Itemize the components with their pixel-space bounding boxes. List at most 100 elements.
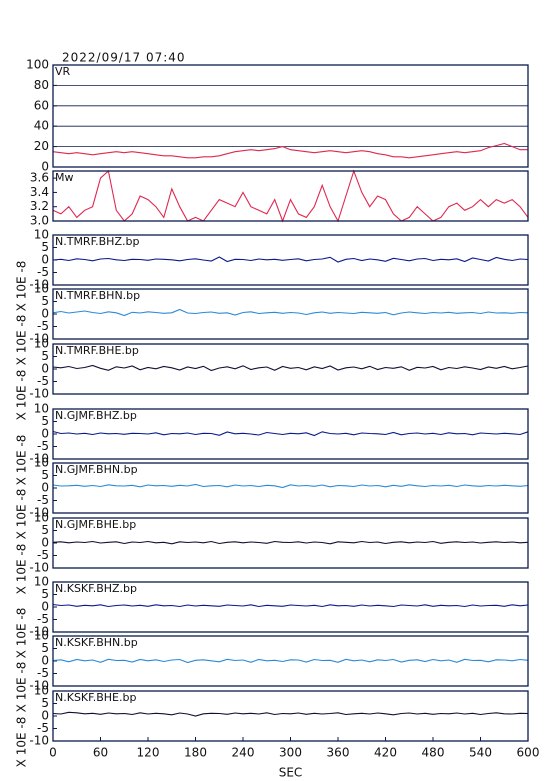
panel-label: N.KSKF.BHZ.bp [55,582,137,595]
x-axis-label: SEC [279,766,303,780]
y-tick-label: -5 [37,493,49,507]
y-tick-label: 5 [41,523,49,537]
y-tick-label: -5 [37,439,49,453]
y-tick-label: -10 [29,561,49,575]
y-axis-label: X 10E -8 [15,435,29,486]
panel-label: N.TMRF.BHN.bp [55,289,140,302]
x-tick-label: 120 [137,746,160,760]
panel-label: N.GJMF.BHE.bp [55,518,136,531]
panel-label: N.KSKF.BHN.bp [55,636,138,649]
x-tick-label: 600 [517,746,540,760]
x-tick-label: 420 [374,746,397,760]
x-tick-label: 480 [422,746,445,760]
y-tick-label: 80 [34,78,49,92]
chart-title: 2022/09/17 07:40 [62,51,186,65]
y-tick-label: -10 [29,332,49,346]
y-tick-label: 60 [34,98,49,112]
y-tick-label: 5 [41,294,49,308]
y-tick-label: -5 [37,721,49,735]
y-tick-label: 10 [34,629,49,643]
y-tick-label: 5 [41,414,49,428]
trace [52,308,529,317]
x-tick-label: 300 [279,746,302,760]
y-tick-label: -10 [29,278,49,292]
y-tick-label: -5 [37,374,49,388]
trace [52,142,528,159]
trace [52,430,529,437]
panel-frame [52,170,529,222]
panel-label: N.GJMF.BHN.bp [55,463,138,476]
y-tick-label: 0 [41,362,49,376]
y-tick-label: 10 [34,456,49,470]
panel-label: N.GJMF.BHZ.bp [55,409,137,422]
y-tick-label: -5 [37,612,49,626]
panel-frame [52,234,529,286]
trace [52,256,529,263]
y-tick-label: 5 [41,641,49,655]
y-tick-label: 20 [34,139,49,153]
y-tick-label: -5 [37,265,49,279]
y-axis-label: X 10E -8 [15,261,29,312]
y-tick-label: -5 [37,319,49,333]
panel-label: VR [55,65,71,78]
y-tick-label: 10 [34,684,49,698]
x-tick-label: 60 [93,746,108,760]
y-tick-label: -10 [29,506,49,520]
y-tick-label: 10 [34,511,49,525]
y-tick-label: 10 [34,575,49,589]
y-tick-label: 0 [41,654,49,668]
y-tick-label: 3.4 [30,185,49,199]
panel-frame [52,343,529,395]
y-tick-label: -5 [37,548,49,562]
y-tick-label: 0 [41,536,49,550]
y-axis-label: X 10E -8 [15,662,29,713]
y-tick-label: -10 [29,452,49,466]
trace [52,364,529,372]
y-tick-label: -10 [29,387,49,401]
y-tick-label: 100 [26,58,49,72]
y-tick-label: 0 [41,481,49,495]
y-tick-label: 5 [41,468,49,482]
y-tick-label: 10 [34,228,49,242]
y-tick-label: -10 [29,679,49,693]
y-tick-label: 10 [34,282,49,296]
y-tick-label: 5 [41,587,49,601]
y-axis-label: X 10E -8 [15,717,29,768]
panel-frame [52,288,529,340]
y-tick-label: 3.6 [30,171,49,185]
x-tick-label: 180 [184,746,207,760]
y-tick-label: 5 [41,696,49,710]
y-tick-label: 0 [41,427,49,441]
y-axis-label: X 10E -8 [15,489,29,540]
y-axis-label: X 10E -8 [15,608,29,659]
y-axis-label: X 10E -8 [15,370,29,421]
y-axis-label: X 10E -8 [15,315,29,366]
x-tick-label: 0 [49,746,57,760]
y-tick-label: -5 [37,666,49,680]
panel-label: N.TMRF.BHE.bp [55,344,139,357]
x-tick-label: 240 [232,746,255,760]
y-tick-label: -10 [29,734,49,748]
y-tick-label: 10 [34,402,49,416]
y-tick-label: 40 [34,119,49,133]
trace [52,658,529,664]
panel-frame [52,64,529,168]
panel-frame [52,462,529,514]
y-tick-label: 5 [41,349,49,363]
trace [52,711,529,717]
y-tick-label: 0 [41,600,49,614]
panel-frame [52,635,529,687]
y-tick-label: 0 [41,709,49,723]
panel-frame [52,517,529,569]
y-tick-label: 0 [41,253,49,267]
y-axis-label: X 10E -8 [15,544,29,595]
panel-label: Mw [55,171,74,184]
trace [52,540,529,545]
y-tick-label: 3.2 [30,199,49,213]
y-tick-label: 5 [41,240,49,254]
panel-label: N.KSKF.BHE.bp [55,691,136,704]
panel-label: N.TMRF.BHZ.bp [55,235,139,248]
trace [52,603,529,608]
y-tick-label: 3.0 [30,214,49,228]
